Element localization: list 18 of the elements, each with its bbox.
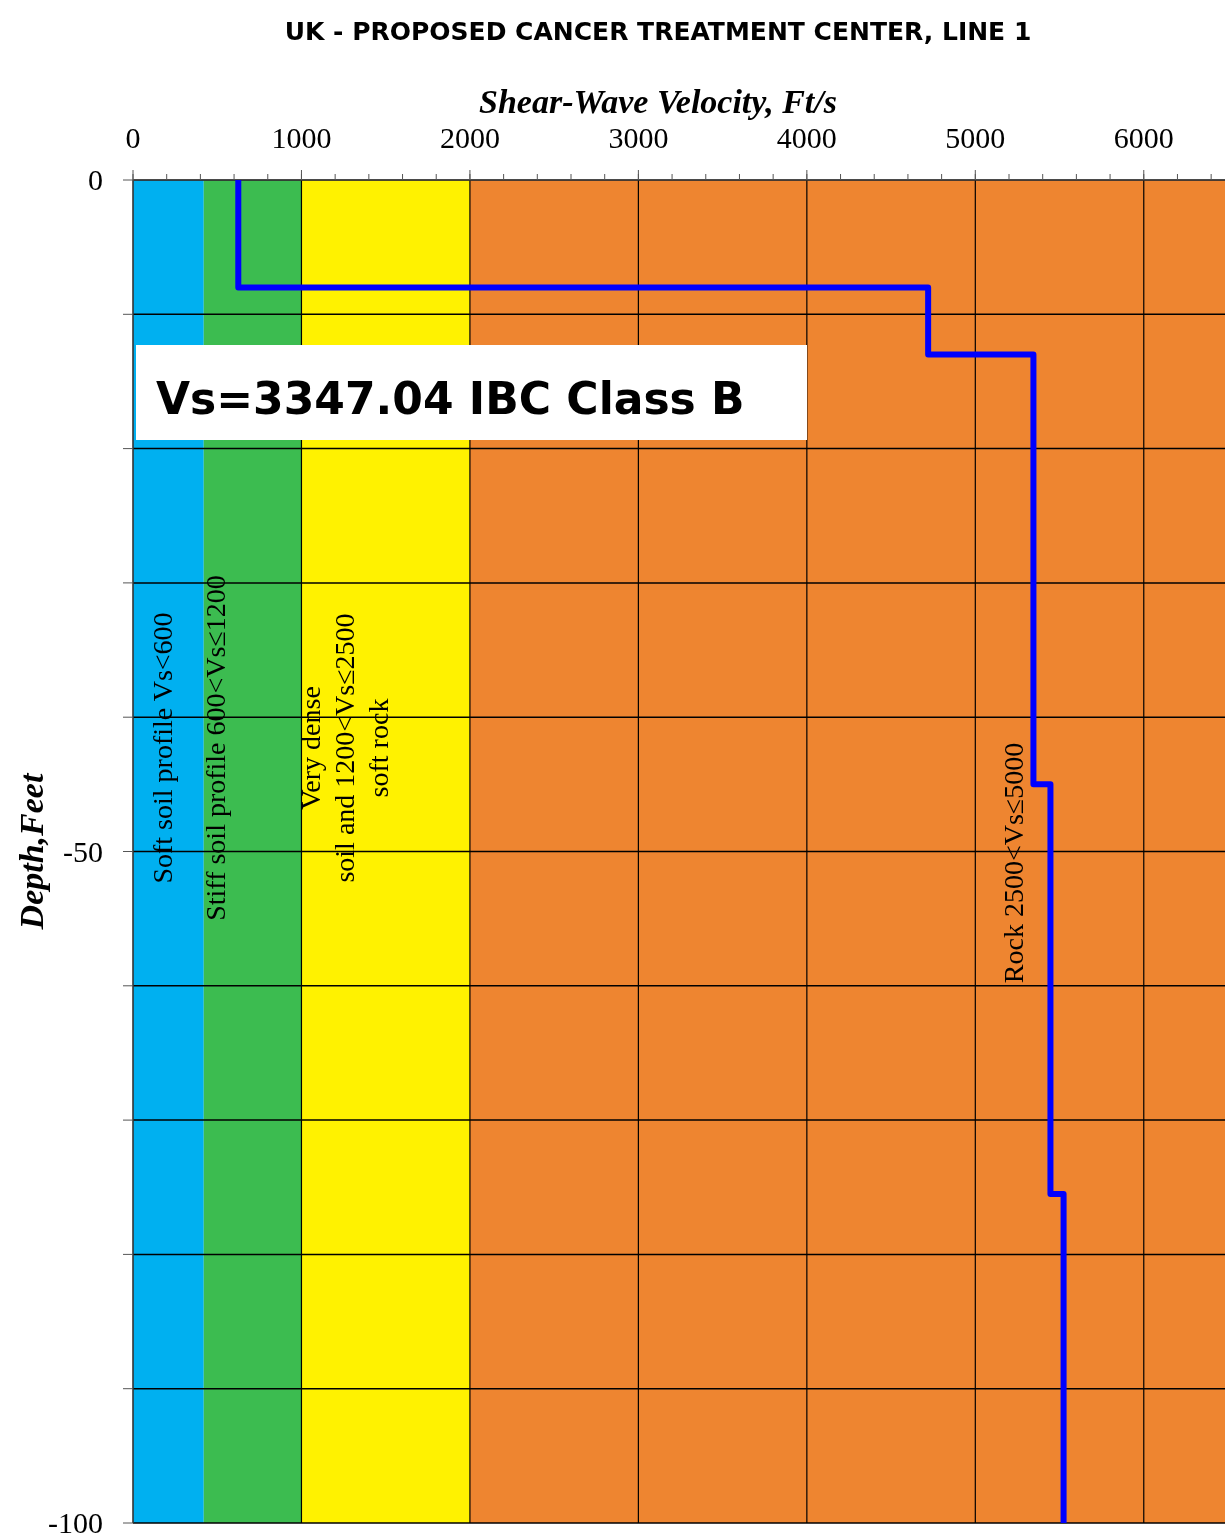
y-tick-label: -50 <box>63 834 103 868</box>
x-tick-label: 0 <box>125 121 141 154</box>
x-axis-title: Shear-Wave Velocity, Ft/s <box>479 83 837 120</box>
x-tick-label: 2000 <box>439 121 500 154</box>
x-tick-label: 4000 <box>776 121 837 154</box>
x-tick-label: 6000 <box>1113 121 1174 154</box>
x-tick-label: 3000 <box>608 121 669 154</box>
chart-title: UK - PROPOSED CANCER TREATMENT CENTER, LINE 1 <box>284 17 1032 46</box>
y-tick-label: 0 <box>88 163 103 196</box>
band-label: Very dense soil and 1200<Vs≤2500 soft rock <box>295 613 394 883</box>
band-label: Rock 2500<Vs≤5000 <box>998 742 1030 984</box>
y-tick-label: -100 <box>48 1506 103 1533</box>
band-label: Stiff soil profile 600<Vs≤1200 <box>200 575 232 921</box>
x-tick-label: 1000 <box>271 121 332 154</box>
y-axis-title: Depth,Feet <box>13 772 50 931</box>
band-label: Soft soil profile Vs<600 <box>146 612 178 884</box>
annotation: Vs=3347.04 IBC Class B <box>156 373 745 424</box>
x-tick-label: 5000 <box>945 121 1006 154</box>
